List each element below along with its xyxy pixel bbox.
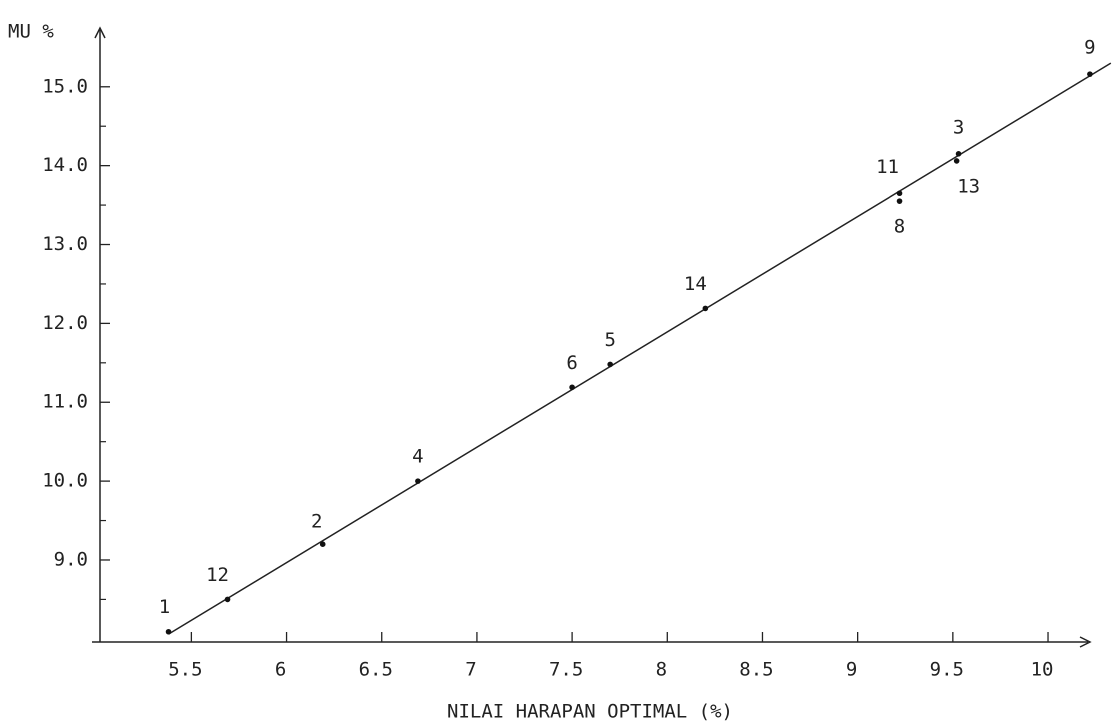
point-label: 11 — [876, 156, 899, 178]
point — [607, 362, 613, 368]
x-tick-label: 10 — [1031, 659, 1054, 681]
x-tick-label: 9 — [846, 659, 857, 681]
page: MU % NILAI HARAPAN OPTIMAL (%) 5.5 6 6.5 7 7… — [0, 0, 1112, 727]
x-tick-label: 5.5 — [168, 659, 202, 681]
x-tick-label: 7 — [465, 659, 476, 681]
point-label: 13 — [957, 175, 980, 197]
x-tick-label: 6.5 — [359, 659, 393, 681]
x-tick-label: 9.5 — [930, 659, 964, 681]
point-label: 9 — [1084, 37, 1095, 59]
point — [415, 478, 421, 484]
y-tick-label: 13.0 — [42, 233, 88, 255]
chart: MU % NILAI HARAPAN OPTIMAL (%) 5.5 6 6.5 7 7… — [0, 0, 1112, 727]
fit-line — [169, 63, 1111, 634]
point-label: 1 — [159, 596, 170, 618]
point — [897, 198, 903, 204]
x-tick-label: 8 — [656, 659, 667, 681]
point-label: 8 — [894, 216, 905, 238]
point — [569, 384, 575, 390]
y-tick-label: 14.0 — [42, 154, 88, 176]
point-label: 5 — [604, 329, 615, 351]
y-tick-label: 15.0 — [42, 75, 88, 97]
point — [703, 306, 709, 312]
y-tick-label: 11.0 — [42, 391, 88, 413]
x-tick-label: 8.5 — [739, 659, 773, 681]
x-tick-label: 6 — [275, 659, 286, 681]
point — [320, 541, 326, 547]
point — [956, 151, 962, 157]
y-axis-label: MU % — [8, 21, 54, 43]
y-tick-label: 9.0 — [54, 548, 88, 570]
x-axis-label: NILAI HARAPAN OPTIMAL (%) — [447, 701, 733, 723]
x-tick-label: 7.5 — [549, 659, 583, 681]
point — [897, 190, 903, 196]
point-label: 3 — [953, 116, 964, 138]
point — [1087, 71, 1093, 77]
point-label: 14 — [684, 273, 707, 295]
point-label: 12 — [206, 564, 229, 586]
y-tick-label: 10.0 — [42, 470, 88, 492]
point — [166, 629, 172, 635]
point-label: 6 — [566, 352, 577, 374]
point-label: 2 — [311, 511, 322, 533]
point — [954, 158, 960, 164]
point — [225, 597, 231, 603]
y-tick-label: 12.0 — [42, 312, 88, 334]
point-label: 4 — [412, 446, 423, 468]
